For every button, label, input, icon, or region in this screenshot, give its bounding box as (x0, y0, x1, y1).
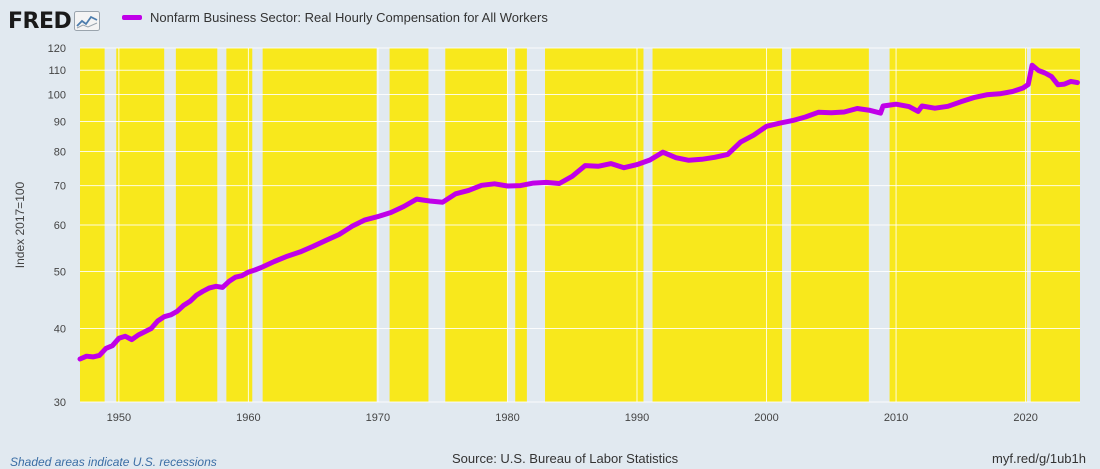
y-tick-label-40: 40 (54, 324, 66, 336)
y-tick-label-70: 70 (54, 181, 66, 193)
y-axis-label: Index 2017=100 (13, 181, 27, 268)
fred-header: FRED (8, 6, 101, 36)
y-tick-label-50: 50 (54, 267, 66, 279)
chart-legend: Nonfarm Business Sector: Real Hourly Com… (122, 10, 548, 25)
x-axis-ticks: 1950 1960 1970 1980 1990 2000 2010 2020 (107, 412, 1038, 424)
legend-swatch (122, 15, 142, 20)
x-tick-label-1990: 1990 (625, 412, 649, 424)
y-tick-label-60: 60 (54, 220, 66, 232)
x-tick-label-2010: 2010 (884, 412, 908, 424)
x-tick-label-1970: 1970 (366, 412, 390, 424)
x-tick-label-1980: 1980 (495, 412, 519, 424)
y-tick-label-80: 80 (54, 147, 66, 159)
y-tick-label-30: 30 (54, 397, 66, 409)
y-tick-label-110: 110 (48, 65, 66, 77)
x-tick-label-1950: 1950 (107, 412, 131, 424)
y-axis-ticks: 30 40 50 60 70 80 90 100 110 120 (48, 43, 66, 409)
short-link[interactable]: myf.red/g/1ub1h (992, 451, 1086, 466)
x-tick-label-2020: 2020 (1013, 412, 1037, 424)
x-tick-label-1960: 1960 (236, 412, 260, 424)
source-text: Source: U.S. Bureau of Labor Statistics (452, 451, 679, 466)
series-layer (77, 62, 1080, 362)
y-tick-label-120: 120 (48, 43, 66, 55)
line-graph-icon (74, 11, 101, 31)
fred-logo[interactable]: FRED (8, 8, 72, 34)
y-tick-label-100: 100 (48, 90, 66, 102)
series-line-0 (77, 62, 1080, 362)
y-tick-label-90: 90 (54, 116, 66, 128)
recession-note: Shaded areas indicate U.S. recessions (10, 455, 217, 469)
x-tick-label-2000: 2000 (754, 412, 778, 424)
legend-label: Nonfarm Business Sector: Real Hourly Com… (150, 10, 548, 25)
